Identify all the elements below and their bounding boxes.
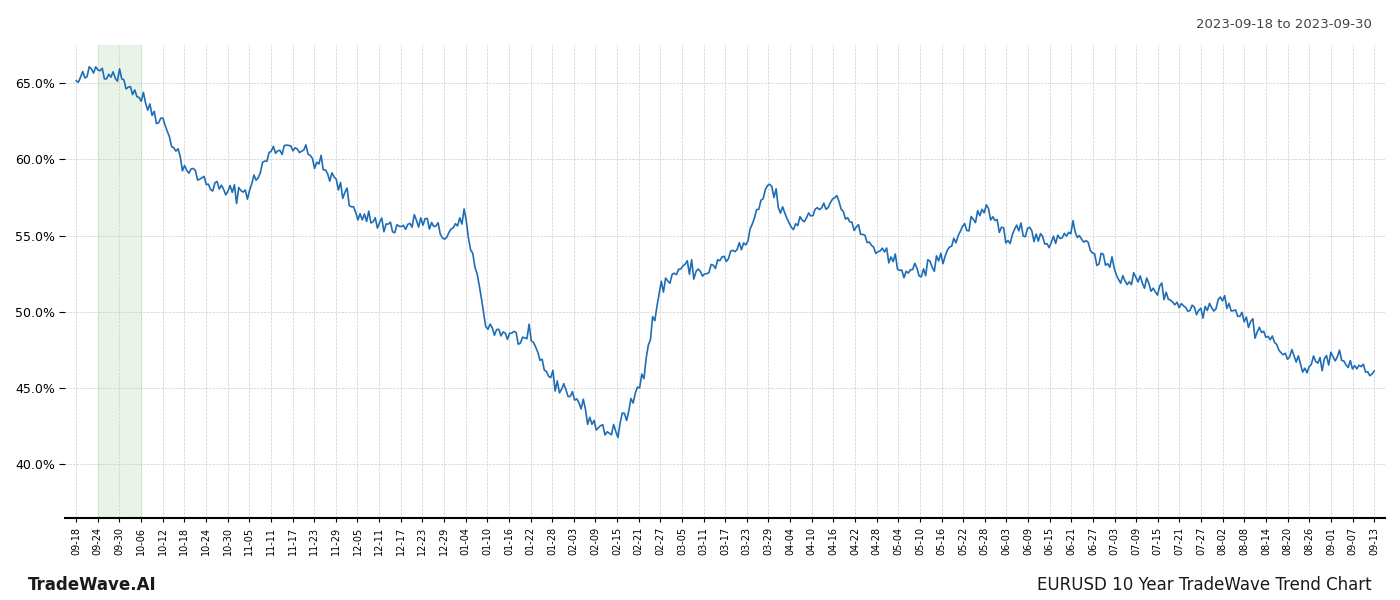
Text: EURUSD 10 Year TradeWave Trend Chart: EURUSD 10 Year TradeWave Trend Chart: [1037, 576, 1372, 594]
Text: TradeWave.AI: TradeWave.AI: [28, 576, 157, 594]
Bar: [98, 45, 141, 518]
Text: 2023-09-18 to 2023-09-30: 2023-09-18 to 2023-09-30: [1196, 18, 1372, 31]
